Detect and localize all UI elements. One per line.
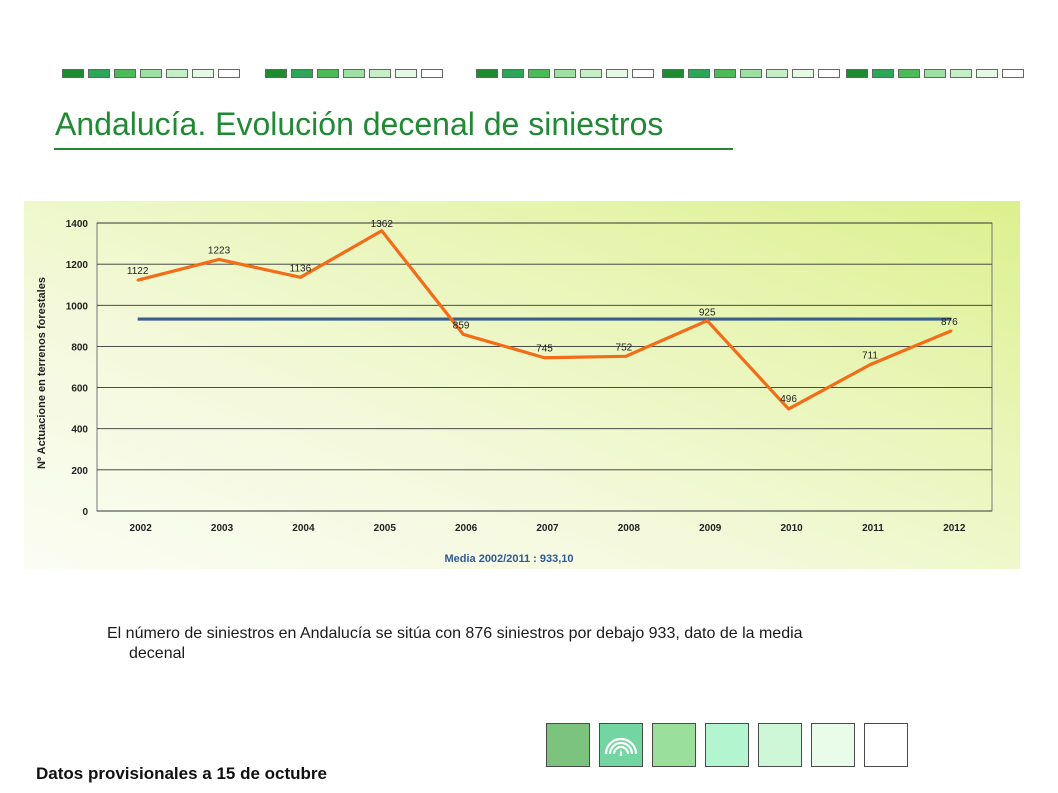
data-label: 752 (616, 342, 633, 353)
header-square (632, 69, 654, 78)
header-square (395, 69, 417, 78)
header-square (818, 69, 840, 78)
footer-box (652, 723, 696, 767)
data-label: 859 (453, 320, 470, 331)
header-square (662, 69, 684, 78)
x-tick-label: 2011 (862, 523, 884, 534)
data-label: 876 (941, 317, 958, 328)
header-square (88, 69, 110, 78)
x-tick-label: 2010 (780, 523, 803, 534)
header-square (924, 69, 946, 78)
header-square (528, 69, 550, 78)
y-tick-label: 800 (71, 342, 88, 353)
data-point (461, 333, 465, 336)
data-point (950, 329, 953, 332)
x-tick-label: 2003 (211, 523, 234, 534)
header-square (192, 69, 214, 78)
header-square (950, 69, 972, 78)
footer-box (758, 723, 802, 767)
footer-box (546, 723, 590, 767)
data-point (299, 276, 302, 279)
x-tick-label: 2008 (618, 523, 641, 534)
data-label: 1122 (127, 266, 149, 277)
header-square (218, 69, 240, 78)
data-label: 925 (699, 308, 716, 319)
header-square (898, 69, 920, 78)
data-point (543, 356, 546, 359)
y-tick-label: 600 (71, 384, 88, 395)
x-tick-label: 2009 (699, 523, 722, 534)
header-square (580, 69, 602, 78)
header-square (476, 69, 498, 78)
header-square (166, 69, 188, 78)
header-square (291, 69, 313, 78)
data-label: 1362 (371, 219, 394, 230)
data-point (217, 258, 221, 261)
header-square (114, 69, 136, 78)
header-square (688, 69, 710, 78)
logo-box (599, 723, 643, 767)
x-tick-label: 2006 (455, 523, 478, 534)
data-label: 1136 (290, 263, 312, 274)
header-square (976, 69, 998, 78)
x-tick-label: 2004 (292, 523, 315, 534)
header-square (766, 69, 788, 78)
header-square (369, 69, 391, 78)
header-square (792, 69, 814, 78)
chart-panel: 0 200 400 600 800 1000 1200 1400 2002 2003 2004 20… (24, 201, 1020, 569)
title-underline (54, 148, 733, 150)
line-chart: 0 200 400 600 800 1000 1200 1400 2002 2003 2004 20… (24, 201, 1020, 569)
x-tick-label: 2002 (130, 523, 153, 534)
footer-box (811, 723, 855, 767)
x-tick-label: 2007 (536, 523, 559, 534)
body-line-2: decenal (129, 645, 186, 662)
y-tick-label: 1200 (66, 260, 89, 271)
data-point (380, 229, 383, 233)
data-label: 496 (780, 394, 797, 405)
data-point (624, 355, 628, 358)
y-tick-label: 1000 (66, 301, 89, 312)
y-tick-label: 200 (71, 466, 88, 477)
header-square (606, 69, 628, 78)
x-tick-label: 2005 (374, 523, 397, 534)
data-point (706, 319, 709, 322)
footer-box (705, 723, 749, 767)
header-square (872, 69, 894, 78)
header-square (740, 69, 762, 78)
header-square (421, 69, 443, 78)
y-tick-label: 400 (71, 425, 88, 436)
y-axis-label: Nº Actuacione en terrenos forestales (36, 277, 48, 469)
header-square (846, 69, 868, 78)
x-tick-label: 2012 (943, 523, 966, 534)
header-square (265, 69, 287, 78)
data-point (787, 407, 790, 411)
header-square (502, 69, 524, 78)
chart-caption: Media 2002/2011 : 933,10 (444, 553, 573, 565)
y-tick-label: 1400 (66, 219, 89, 230)
footer-note: Datos provisionales a 15 de octubre (36, 764, 327, 783)
header-square (317, 69, 339, 78)
data-point (136, 278, 139, 282)
body-line-1: El número de siniestros en Andalucía se … (107, 625, 803, 642)
data-label: 1223 (208, 245, 231, 256)
header-square (714, 69, 736, 78)
data-label: 745 (536, 344, 553, 355)
footer-box (864, 723, 908, 767)
data-label: 711 (862, 351, 878, 362)
data-point (868, 363, 872, 366)
body-paragraph: El número de siniestros en Andalucía se … (107, 624, 937, 664)
chart-background (24, 201, 1020, 569)
y-tick-label: 0 (82, 507, 88, 518)
header-square (140, 69, 162, 78)
page-title: Andalucía. Evolución decenal de siniestr… (55, 106, 664, 142)
header-square (343, 69, 365, 78)
junta-andalucia-arch-icon (604, 737, 638, 756)
header-decoration (0, 69, 1058, 81)
header-square (1002, 69, 1024, 78)
header-square (62, 69, 84, 78)
header-square (554, 69, 576, 78)
